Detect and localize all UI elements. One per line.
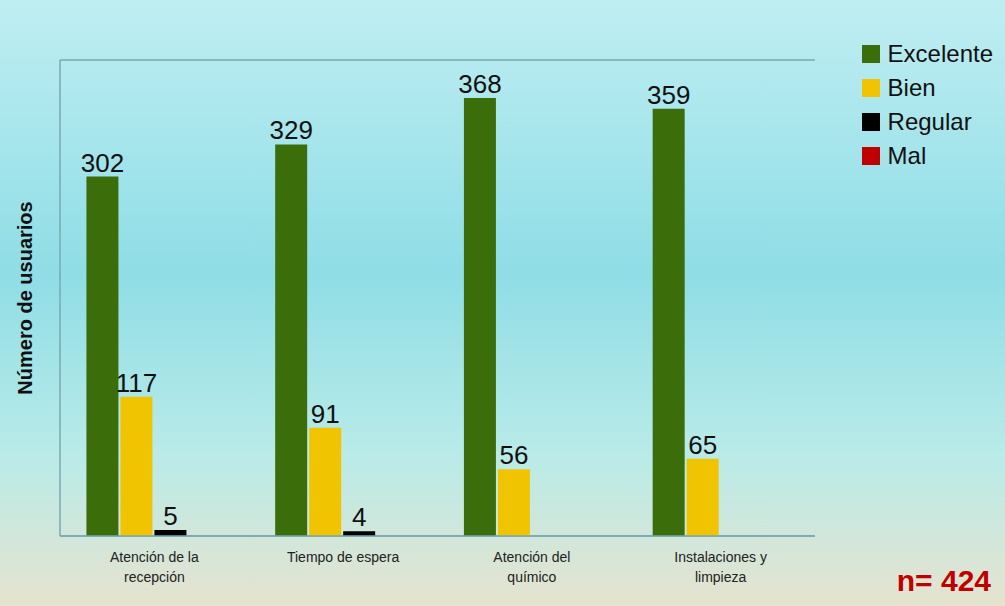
svg-text:329: 329 (269, 115, 312, 145)
svg-text:56: 56 (499, 440, 528, 470)
svg-text:Atención del: Atención del (493, 549, 570, 565)
svg-text:302: 302 (81, 148, 124, 178)
svg-text:117: 117 (116, 368, 157, 398)
svg-text:limpieza: limpieza (695, 569, 747, 585)
svg-text:recepción: recepción (124, 569, 185, 585)
svg-text:Atención de la: Atención de la (110, 549, 199, 565)
html-text:n= 424: n= 424 (896, 564, 991, 597)
svg-text:5: 5 (163, 501, 177, 531)
svg-text:Número de usuarios: Número de usuarios (14, 201, 36, 394)
svg-text:4: 4 (352, 502, 366, 532)
svg-text:65: 65 (688, 430, 717, 460)
html-text:Regular: Regular (887, 108, 972, 135)
svg-text:368: 368 (458, 69, 501, 99)
svg-text:359: 359 (647, 80, 690, 110)
svg-text:Tiempo de espera: Tiempo de espera (287, 549, 400, 565)
svg-text:Instalaciones y: Instalaciones y (674, 549, 767, 565)
svg-text:91: 91 (311, 399, 340, 429)
html-text:Excelente: Excelente (887, 40, 993, 67)
html-text:Mal: Mal (887, 142, 927, 169)
svg-text:químico: químico (507, 569, 556, 585)
html-text:Bien: Bien (887, 74, 936, 101)
